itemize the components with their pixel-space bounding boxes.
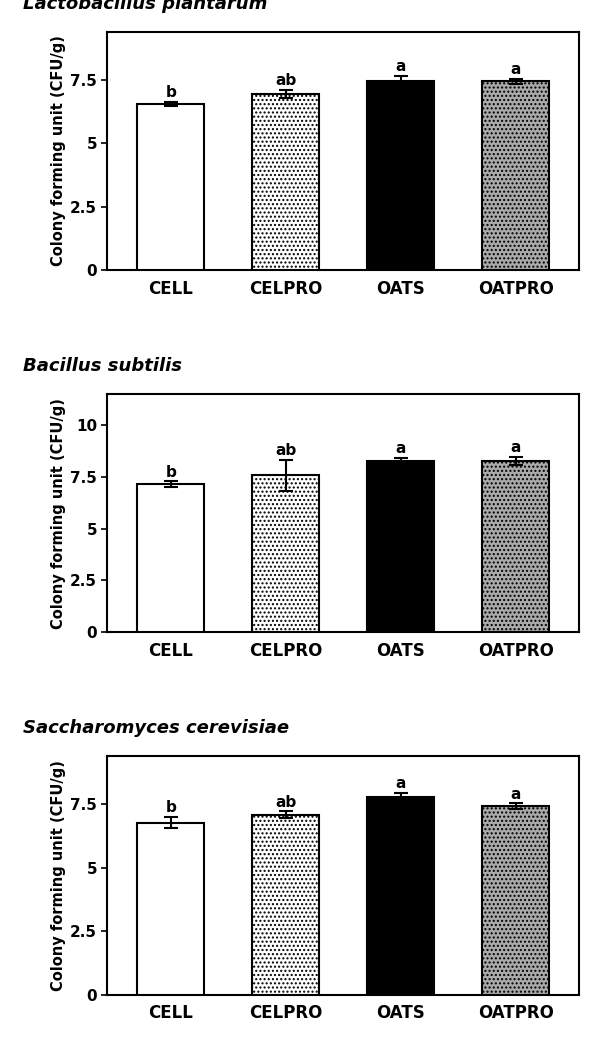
Text: b: b xyxy=(165,86,176,101)
Y-axis label: Colony forming unit (CFU/g): Colony forming unit (CFU/g) xyxy=(51,36,66,267)
Bar xyxy=(367,460,434,633)
Bar xyxy=(137,485,204,633)
Text: a: a xyxy=(396,776,406,791)
Text: a: a xyxy=(396,59,406,74)
Text: ab: ab xyxy=(275,73,296,88)
Text: a: a xyxy=(510,786,521,802)
Text: Bacillus subtilis: Bacillus subtilis xyxy=(23,357,181,375)
Bar xyxy=(482,460,549,633)
Text: a: a xyxy=(396,441,406,456)
Text: b: b xyxy=(165,800,176,816)
Bar xyxy=(137,104,204,270)
Bar xyxy=(137,823,204,995)
Text: Saccharomyces cerevisiae: Saccharomyces cerevisiae xyxy=(23,719,289,737)
Text: ab: ab xyxy=(275,443,296,458)
Text: b: b xyxy=(165,464,176,479)
Text: a: a xyxy=(510,440,521,455)
Y-axis label: Colony forming unit (CFU/g): Colony forming unit (CFU/g) xyxy=(51,760,66,990)
Text: ab: ab xyxy=(275,795,296,809)
Y-axis label: Colony forming unit (CFU/g): Colony forming unit (CFU/g) xyxy=(51,398,66,628)
Bar xyxy=(367,81,434,270)
Bar xyxy=(482,81,549,270)
Bar xyxy=(253,475,319,633)
Bar xyxy=(367,798,434,995)
Bar xyxy=(253,815,319,995)
Bar xyxy=(253,94,319,270)
Text: Lactobacillus plantarum: Lactobacillus plantarum xyxy=(23,0,267,13)
Text: a: a xyxy=(510,61,521,77)
Bar xyxy=(482,806,549,995)
